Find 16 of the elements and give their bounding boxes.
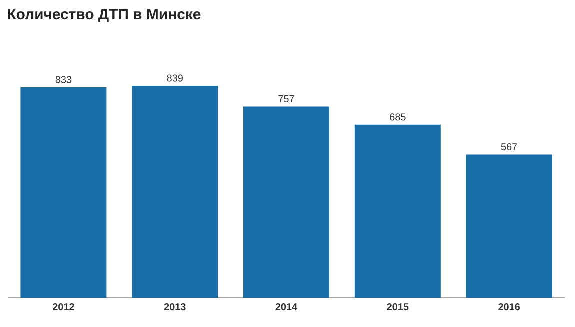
- data-label: 757: [278, 96, 294, 103]
- data-label: 839: [167, 74, 183, 82]
- bar: [20, 88, 107, 298]
- bar: [132, 86, 218, 298]
- chart-title: Количество ДТП в Минске: [8, 9, 201, 22]
- data-label: 685: [390, 114, 406, 121]
- data-label: 567: [501, 143, 518, 151]
- bar: [244, 106, 330, 298]
- x-tick-label: 2012: [52, 304, 74, 311]
- bar: [354, 124, 441, 298]
- x-tick-label: 2013: [164, 304, 186, 311]
- x-tick-label: 2014: [276, 304, 298, 311]
- x-tick-label: 2016: [498, 304, 520, 311]
- data-label: 833: [56, 76, 72, 84]
- x-tick-label: 2015: [387, 304, 409, 311]
- bar: [466, 154, 552, 298]
